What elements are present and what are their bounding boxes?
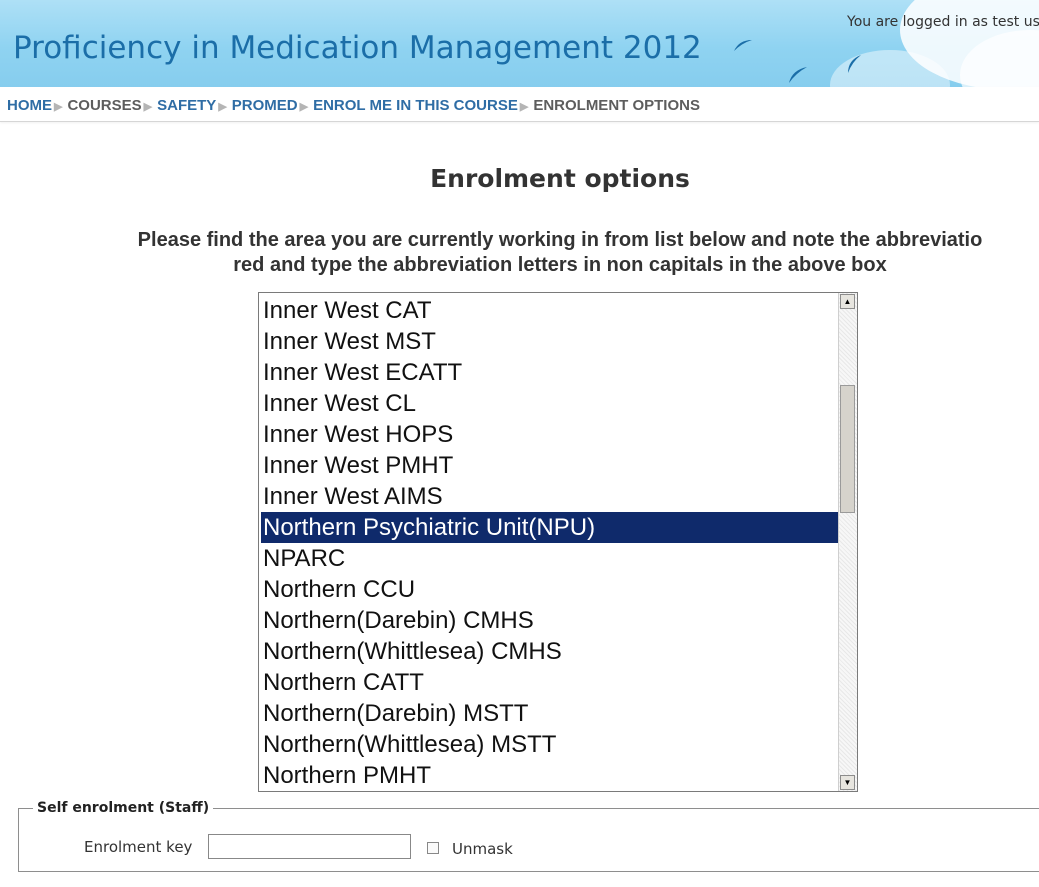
instructions-line-1: Please find the area you are currently w… — [137, 229, 983, 251]
enrolment-key-label: Enrolment key — [84, 838, 193, 856]
breadcrumb-trail: HOME ▶ COURSES ▶ SAFETY ▶ PROMED ▶ ENROL ME IN T… — [7, 97, 700, 114]
instructions-line-2: red and type the abbreviation letters in… — [233, 254, 887, 276]
breadcrumb: HOME ▶ COURSES ▶ SAFETY ▶ PROMED ▶ ENROL ME IN T… — [0, 87, 1039, 122]
list-item[interactable]: Northern(Whittlesea) MSTT — [263, 731, 557, 758]
page-title: Enrolment options — [430, 164, 690, 193]
breadcrumb-item-safety[interactable]: SAFETY — [157, 97, 217, 114]
scroll-down-button[interactable]: ▼ — [840, 775, 855, 790]
self-enrolment-legend: Self enrolment (Staff) — [33, 800, 214, 816]
list-item[interactable]: Inner West CL — [263, 390, 416, 417]
unmask-label[interactable]: Unmask — [452, 840, 513, 858]
instructions-text: Please find the area you are currently w… — [0, 228, 1039, 278]
bird-icon — [789, 67, 807, 83]
breadcrumb-item-enrolment-options[interactable]: ENROLMENT OPTIONS — [533, 97, 700, 114]
list-item[interactable]: Northern(Darebin) MSTT — [263, 700, 529, 727]
arrow-down-icon: ▼ — [843, 778, 852, 787]
list-item[interactable]: Inner West MST — [263, 328, 436, 355]
list-item[interactable]: Inner West PMHT — [263, 452, 454, 479]
breadcrumb-item-home[interactable]: HOME — [7, 97, 52, 114]
list-item[interactable]: Northern(Whittlesea) CMHS — [263, 638, 562, 665]
site-header: Proficiency in Medication Management 201… — [0, 0, 1039, 87]
enrolment-key-input[interactable] — [208, 834, 411, 859]
scroll-thumb[interactable] — [840, 385, 855, 513]
breadcrumb-item-enrol-me-in-this-course[interactable]: ENROL ME IN THIS COURSE — [313, 97, 518, 114]
listbox-scrollbar[interactable]: ▲ ▼ — [838, 293, 857, 791]
bird-icon — [734, 40, 752, 51]
list-item[interactable]: Inner West ECATT — [263, 359, 463, 386]
breadcrumb-separator-icon: ▶ — [143, 101, 153, 113]
list-item[interactable]: Northern Psychiatric Unit(NPU) — [261, 512, 839, 543]
breadcrumb-separator-icon: ▶ — [519, 101, 529, 113]
breadcrumb-separator-icon: ▶ — [299, 101, 309, 113]
scroll-up-button[interactable]: ▲ — [840, 294, 855, 309]
site-title[interactable]: Proficiency in Medication Management 201… — [13, 30, 702, 66]
list-item[interactable]: Inner West AIMS — [263, 483, 443, 510]
list-item[interactable]: Northern CATT — [263, 669, 424, 696]
list-item[interactable]: Northern CCU — [263, 576, 416, 603]
area-list: Inner West CAT Inner West MST Inner West E… — [261, 295, 839, 791]
list-item[interactable]: NPARC — [263, 545, 346, 572]
list-item[interactable]: Northern PMHT — [263, 762, 432, 789]
unmask-checkbox[interactable] — [427, 842, 439, 854]
self-enrolment-fieldset: Self enrolment (Staff) Enrolment key Unm… — [18, 800, 1039, 872]
list-item[interactable]: Northern(Darebin) CMHS — [263, 607, 534, 634]
login-info: You are logged in as test use — [847, 14, 1039, 30]
breadcrumb-separator-icon: ▶ — [218, 101, 227, 113]
area-listbox[interactable]: Inner West CAT Inner West MST Inner West E… — [258, 292, 858, 792]
breadcrumb-item-promed[interactable]: PROMED — [231, 97, 298, 114]
breadcrumb-separator-icon: ▶ — [54, 101, 63, 113]
list-item[interactable]: Inner West HOPS — [263, 421, 454, 448]
list-item[interactable]: Inner West CAT — [263, 297, 432, 324]
breadcrumb-item-courses[interactable]: COURSES — [67, 97, 142, 114]
arrow-up-icon: ▲ — [843, 297, 852, 306]
bird-icon — [848, 55, 861, 73]
